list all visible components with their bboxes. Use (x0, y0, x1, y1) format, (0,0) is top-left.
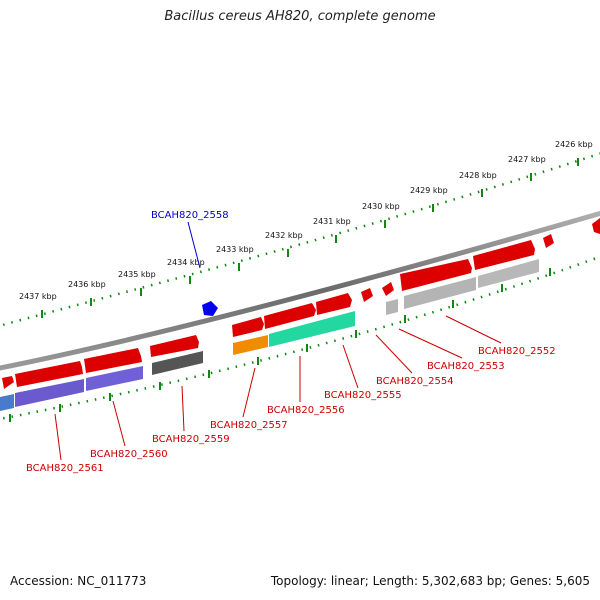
gene-label[interactable]: BCAH820_2554 (376, 376, 454, 387)
tick-labels: 2437 kbp 2436 kbp 2435 kbp 2434 kbp 2433 kbp… (19, 140, 593, 301)
major-ticks (41, 158, 579, 318)
gene-arrow[interactable] (361, 288, 373, 302)
callout-line (375, 334, 413, 374)
tick-label: 2431 kbp (313, 217, 351, 226)
genome-backbone (0, 210, 600, 371)
reverse-genes (0, 259, 539, 411)
gene-bar[interactable] (386, 299, 398, 315)
gene-bar[interactable] (15, 379, 84, 407)
inner-ticks (9, 268, 551, 422)
gene-arrow[interactable] (150, 335, 199, 357)
gene-arrow[interactable] (264, 303, 316, 329)
callout-line (242, 367, 256, 418)
gene-label[interactable]: BCAH820_2556 (267, 405, 345, 416)
callout-line (398, 328, 463, 359)
tick-label: 2435 kbp (118, 270, 156, 279)
gene-bar[interactable] (269, 311, 355, 347)
callout-line (445, 315, 502, 344)
callout-line (342, 344, 359, 389)
tick-label: 2428 kbp (459, 171, 497, 180)
gene-label[interactable]: BCAH820_2552 (478, 346, 556, 357)
gene-bar[interactable] (86, 366, 143, 391)
tick-label: 2427 kbp (508, 155, 546, 164)
tick-label: 2432 kbp (265, 231, 303, 240)
gene-label[interactable]: BCAH820_2555 (324, 390, 402, 401)
tick-label: 2437 kbp (19, 292, 57, 301)
gene-label[interactable]: BCAH820_2561 (26, 463, 104, 474)
gene-label[interactable]: BCAH820_2560 (90, 449, 168, 460)
callout-lines (54, 221, 502, 461)
gene-arrow[interactable] (400, 259, 472, 291)
gene-arrow[interactable] (592, 218, 600, 234)
gene-arrow[interactable] (316, 293, 352, 315)
tick-label: 2434 kbp (167, 258, 205, 267)
gene-bar[interactable] (233, 335, 268, 355)
gene-arrow[interactable] (473, 240, 535, 270)
callout-line (112, 400, 126, 447)
accession-text: Accession: NC_011773 (10, 574, 147, 588)
gene-label[interactable]: BCAH820_2553 (427, 361, 505, 372)
tick-label: 2429 kbp (410, 186, 448, 195)
map-title: Bacillus cereus AH820, complete genome (164, 9, 436, 24)
gene-arrow[interactable] (543, 234, 554, 248)
forward-genes (2, 218, 600, 389)
gene-arrow-blue[interactable] (202, 301, 218, 316)
callout-line (181, 385, 185, 432)
gene-label[interactable]: BCAH820_2559 (152, 434, 230, 445)
gene-bar[interactable] (152, 351, 203, 375)
topology-text: Topology: linear; Length: 5,302,683 bp; … (270, 574, 590, 588)
tick-label: 2426 kbp (555, 140, 593, 149)
callout-line (54, 413, 62, 461)
gene-bar[interactable] (0, 394, 14, 411)
gene-arrow[interactable] (84, 348, 142, 373)
gene-arrow[interactable] (382, 282, 394, 296)
gene-label[interactable]: BCAH820_2558 (151, 210, 229, 221)
gene-arrow[interactable] (2, 376, 14, 389)
gene-label[interactable]: BCAH820_2557 (210, 420, 288, 431)
callout-line (187, 221, 201, 269)
gene-arrow[interactable] (232, 317, 264, 337)
gene-bar[interactable] (478, 259, 539, 288)
inner-tick-track (0, 255, 600, 421)
tick-label: 2433 kbp (216, 245, 254, 254)
gene-labels: BCAH820_2552 BCAH820_2553 BCAH820_2554 B… (26, 210, 556, 474)
tick-label: 2436 kbp (68, 280, 106, 289)
tick-label: 2430 kbp (362, 202, 400, 211)
gene-arrow[interactable] (15, 361, 83, 387)
gene-bar[interactable] (404, 277, 476, 309)
